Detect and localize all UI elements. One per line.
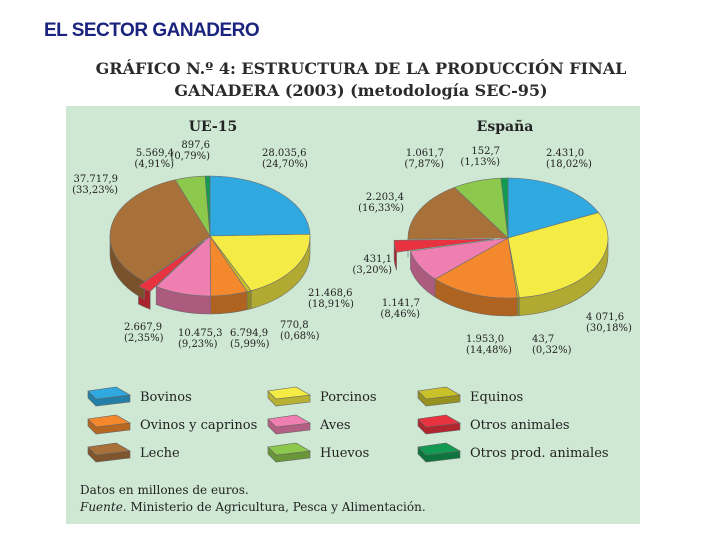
chart-title: GRÁFICO N.º 4: ESTRUCTURA DE LA PRODUCCI… [66,58,656,102]
legend-item-ovinos-y-caprinos: Ovinos y caprinos [87,414,257,435]
data-label-equinos: 770,8 (0,68%) [280,320,320,342]
slice-leche [109,179,211,282]
data-label-otros-animales: 2.667,9 (2,35%) [124,322,164,344]
legend-item-leche: Leche [87,442,180,463]
slice-aves [410,237,509,280]
legend-label-aves: Aves [319,418,351,433]
legend-label-otros-animales: Otros animales [470,418,570,433]
data-label-ovinos-y-caprinos: 6.794,9 (5,99%) [230,328,270,350]
pie-espana: España 2.431,0 (18,02%) 4 071,6 (30,18%) 43,7… [352,118,632,356]
data-label-aves: 10.475,3 (9,23%) [178,328,223,350]
slice-leche [407,186,509,240]
legend-label-leche: Leche [140,446,180,461]
footnote-source: Fuente. Ministerio de Agricultura, Pesca… [79,500,426,514]
slice-otros-prod-animales [204,175,211,237]
legend-label-porcinos: Porcinos [320,390,377,405]
legend-label-huevos: Huevos [320,446,369,461]
legend-item-equinos: Equinos [417,386,523,407]
legend-label-ovinos-y-caprinos: Ovinos y caprinos [140,418,257,433]
slice-otros-prod-animales [500,177,509,239]
legend-label-otros-prod-animales: Otros prod. animales [470,446,609,461]
pie-ue-15: UE-15 28.035,6 (24,70%) 21.468,6 (18,91%) 770… [72,119,354,350]
footnote-units: Datos en millones de euros. [80,483,249,497]
legend-item-otros-prod-animales: Otros prod. animales [417,442,609,463]
slice-side-equinos [516,297,520,317]
data-label-huevos: 5.569,4 (4,91%) [134,148,174,170]
data-label-otros-prod-animales: 897,6 (0,79%) [170,140,210,162]
slice-porcinos [507,212,609,298]
chart-title-line-1: GRÁFICO N.º 4: ESTRUCTURA DE LA PRODUCCI… [95,59,627,78]
data-label-bovinos: 28.035,6 (24,70%) [262,148,308,170]
chart-title-line-2: GANADERA (2003) (metodología SEC-95) [174,81,548,100]
slice-bovinos [507,177,600,239]
legend-item-huevos: Huevos [267,442,369,463]
data-label-bovinos: 2.431,0 (18,02%) [546,148,592,170]
source-label: Fuente. [79,500,130,514]
slice-bovinos [209,175,311,237]
slice-aves [155,235,212,297]
slide-title: EL SECTOR GANADERO [44,20,260,41]
pie-title-espana: España [477,118,534,135]
data-label-huevos: 1.061,7 (7,87%) [404,148,444,170]
legend: Bovinos Porcinos Equinos Ovinos y caprinos A… [87,386,609,463]
pie-title-ue-15: UE-15 [189,119,237,135]
slice-porcinos [209,233,311,292]
data-label-leche: 2.203,4 (16,33%) [358,192,404,214]
data-label-equinos: 43,7 (0,32%) [532,334,572,356]
slice-otros-animales [393,238,495,253]
data-label-otros-animales: 431,1 (3,20%) [352,254,392,276]
chart-panel [66,106,640,524]
legend-item-bovinos: Bovinos [87,386,192,407]
legend-label-bovinos: Bovinos [140,390,192,405]
slice-otros-animales [137,240,205,292]
data-label-porcinos: 21.468,6 (18,91%) [308,288,354,310]
data-label-leche: 37.717,9 (33,23%) [72,174,118,196]
slice-ovinos-y-caprinos [434,237,518,299]
slice-side-equinos [246,290,252,311]
data-label-ovinos-y-caprinos: 1.953,0 (14,48%) [466,334,512,356]
legend-item-aves: Aves [267,414,351,435]
data-label-aves: 1.141,7 (8,46%) [380,298,420,320]
legend-item-otros-animales: Otros animales [417,414,570,435]
legend-label-equinos: Equinos [470,390,523,405]
legend-item-porcinos: Porcinos [267,386,377,407]
data-label-porcinos: 4 071,6 (30,18%) [586,312,632,334]
source-text: Ministerio de Agricultura, Pesca y Alime… [130,500,425,514]
data-label-otros-prod-animales: 152,7 (1,13%) [460,146,500,168]
